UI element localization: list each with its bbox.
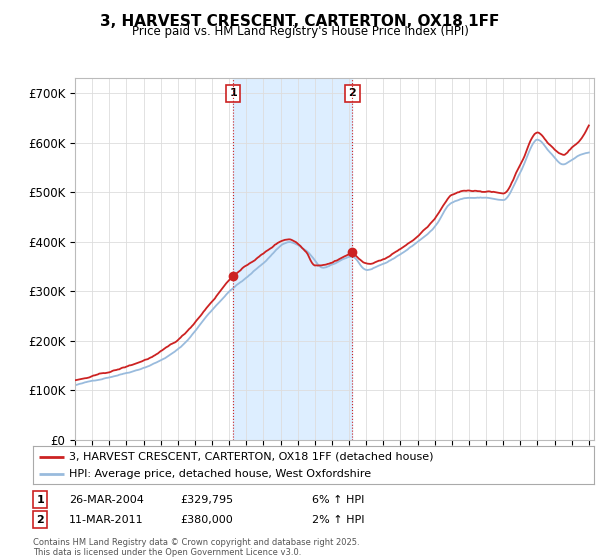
- Text: 6% ↑ HPI: 6% ↑ HPI: [312, 494, 364, 505]
- Text: 1: 1: [37, 494, 44, 505]
- Text: 3, HARVEST CRESCENT, CARTERTON, OX18 1FF (detached house): 3, HARVEST CRESCENT, CARTERTON, OX18 1FF…: [70, 451, 434, 461]
- Text: 2: 2: [349, 88, 356, 98]
- Text: 1: 1: [229, 88, 237, 98]
- Text: Contains HM Land Registry data © Crown copyright and database right 2025.
This d: Contains HM Land Registry data © Crown c…: [33, 538, 359, 557]
- Text: £380,000: £380,000: [180, 515, 233, 525]
- Text: 2% ↑ HPI: 2% ↑ HPI: [312, 515, 365, 525]
- Text: 2: 2: [37, 515, 44, 525]
- Text: 26-MAR-2004: 26-MAR-2004: [69, 494, 144, 505]
- Text: HPI: Average price, detached house, West Oxfordshire: HPI: Average price, detached house, West…: [70, 469, 371, 479]
- Text: 11-MAR-2011: 11-MAR-2011: [69, 515, 143, 525]
- Bar: [233, 78, 352, 440]
- Text: Price paid vs. HM Land Registry's House Price Index (HPI): Price paid vs. HM Land Registry's House …: [131, 25, 469, 38]
- Text: 3, HARVEST CRESCENT, CARTERTON, OX18 1FF: 3, HARVEST CRESCENT, CARTERTON, OX18 1FF: [100, 14, 500, 29]
- Text: £329,795: £329,795: [180, 494, 233, 505]
